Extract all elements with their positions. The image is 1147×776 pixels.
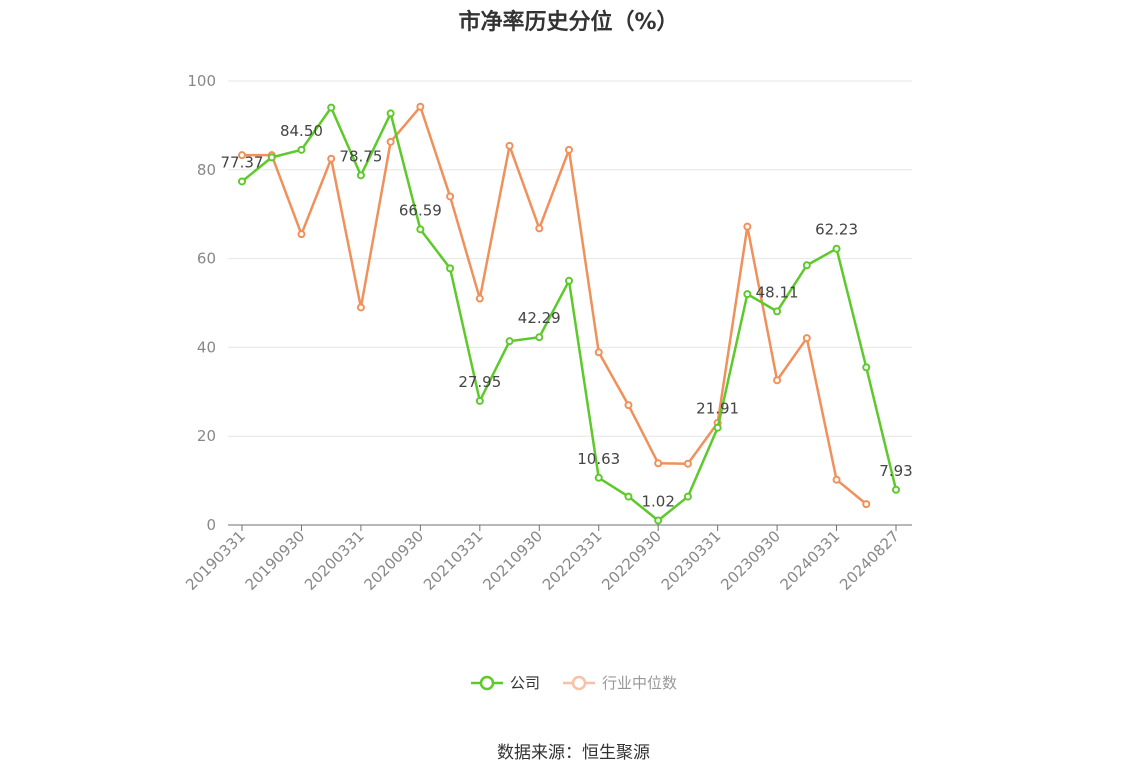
point-company-20220331 — [594, 473, 603, 482]
point-company-20190930 — [297, 145, 306, 154]
axis-layer: 0 20 40 60 80 100 2019033120190930202003312020… — [182, 72, 912, 594]
x-tick-label-20220331: 20220331 — [539, 527, 606, 594]
data-label-company-20220930: 1.02 — [641, 492, 674, 510]
data-label-company-20230930: 48.11 — [756, 283, 799, 301]
point-industry-20220331 — [594, 348, 603, 357]
x-tick-label-20190930: 20190930 — [242, 527, 309, 594]
point-company-20221231 — [683, 492, 692, 501]
point-company-20190331 — [238, 177, 246, 186]
point-industry-20200331 — [356, 303, 365, 312]
chart-title: 市净率历史分位（%） — [458, 10, 679, 35]
point-industry-20230630 — [743, 222, 752, 231]
x-tick-label-20200930: 20200930 — [360, 527, 427, 594]
point-company-20220930 — [654, 516, 663, 525]
legend: 公司 行业中位数 — [0, 672, 1147, 693]
y-tick-label-100: 100 — [187, 72, 216, 90]
point-company-20210930 — [535, 333, 544, 342]
point-company-20240630 — [862, 363, 871, 372]
x-tick-label-20230930: 20230930 — [717, 527, 784, 594]
series-line-industry — [242, 105, 868, 506]
legend-industry-label: 行业中位数 — [602, 674, 678, 692]
point-company-20230930 — [773, 307, 782, 316]
data-label-company-20200331: 78.75 — [339, 147, 382, 165]
point-company-20190630 — [267, 153, 276, 162]
point-company-20220630 — [624, 492, 633, 501]
point-company-20230630 — [743, 290, 752, 299]
x-tick-label-20190331: 20190331 — [182, 527, 249, 594]
point-industry-20210331 — [475, 294, 484, 303]
legend-item-company[interactable]: 公司 — [470, 672, 540, 693]
point-industry-20230930 — [773, 376, 782, 385]
data-label-company-20230331: 21.91 — [696, 400, 739, 418]
data-label-company-20240827: 7.93 — [879, 462, 912, 480]
data-label-company-20210331: 27.95 — [458, 373, 501, 391]
point-company-20200331 — [356, 171, 365, 180]
x-tick-label-20210930: 20210930 — [479, 527, 546, 594]
point-industry-20221231 — [683, 459, 692, 468]
point-company-20210630 — [505, 337, 514, 346]
point-industry-20190930 — [297, 230, 306, 239]
data-label-company-20190331: 77.37 — [221, 153, 264, 171]
point-industry-20200630 — [386, 137, 395, 146]
point-industry-20191231 — [327, 154, 336, 163]
y-tick-label-20: 20 — [197, 427, 216, 445]
grid-layer — [228, 80, 912, 437]
point-company-20240827 — [892, 485, 900, 494]
point-industry-20211231 — [565, 145, 573, 154]
point-company-20240331 — [832, 244, 841, 253]
y-tick-label-40: 40 — [197, 338, 216, 356]
data-label-company-20220331: 10.63 — [577, 450, 620, 468]
x-tick-label-20240827: 20240827 — [836, 527, 903, 594]
point-company-20231231 — [802, 261, 811, 270]
point-industry-20210630 — [505, 141, 514, 150]
point-industry-20200930 — [416, 102, 425, 111]
source-note: 数据来源：恒生聚源 — [497, 743, 650, 763]
point-company-20191231 — [327, 103, 336, 112]
data-label-company-20210930: 42.29 — [518, 309, 561, 327]
x-tick-label-20240331: 20240331 — [777, 527, 844, 594]
legend-company-icon — [470, 675, 503, 690]
y-tick-label-60: 60 — [197, 250, 216, 268]
series-layer — [238, 102, 900, 525]
point-industry-20231231 — [802, 334, 811, 343]
data-label-company-20200930: 66.59 — [399, 201, 442, 219]
x-tick-label-20230331: 20230331 — [658, 527, 725, 594]
y-tick-label-0: 0 — [206, 516, 216, 534]
point-industry-20220930 — [654, 459, 663, 468]
point-company-20200630 — [386, 109, 395, 118]
point-company-20210331 — [475, 396, 484, 405]
point-industry-20240331 — [832, 475, 841, 484]
point-industry-20210930 — [535, 224, 544, 233]
data-label-layer: 77.37 84.50 78.75 66.59 27.95 42.29 10.63 1.02 2… — [221, 122, 913, 511]
x-tick-label-20200331: 20200331 — [301, 527, 368, 594]
legend-company-label: 公司 — [509, 674, 540, 692]
point-industry-20201231 — [446, 192, 455, 201]
legend-item-industry[interactable]: 行业中位数 — [562, 672, 677, 693]
point-company-20211231 — [565, 276, 573, 285]
point-company-20230331 — [713, 423, 722, 432]
data-label-company-20240331: 62.23 — [815, 221, 858, 239]
y-tick-label-80: 80 — [197, 161, 216, 179]
point-company-20201231 — [446, 264, 455, 273]
point-industry-20240630 — [862, 500, 871, 509]
x-tick-label-20210331: 20210331 — [420, 527, 487, 594]
legend-industry-icon — [563, 675, 595, 690]
data-label-company-20190930: 84.50 — [280, 122, 323, 140]
x-tick-label-20220930: 20220930 — [598, 527, 665, 594]
point-industry-20220630 — [624, 401, 633, 410]
point-industry-20190331 — [238, 151, 246, 160]
point-company-20200930 — [416, 225, 425, 234]
